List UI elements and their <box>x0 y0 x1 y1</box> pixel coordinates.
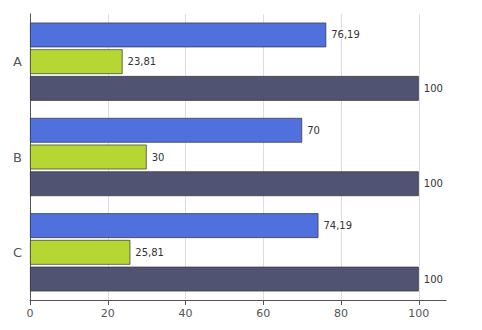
svg-text:23,81: 23,81 <box>128 56 157 67</box>
svg-text:20: 20 <box>101 307 115 320</box>
svg-text:80: 80 <box>334 307 348 320</box>
svg-text:30: 30 <box>152 152 165 163</box>
svg-text:0: 0 <box>27 307 34 320</box>
svg-text:C: C <box>13 245 22 260</box>
svg-text:74,19: 74,19 <box>323 220 352 231</box>
svg-text:76,19: 76,19 <box>331 29 360 40</box>
svg-text:100: 100 <box>424 83 443 94</box>
svg-text:100: 100 <box>424 178 443 189</box>
svg-text:70: 70 <box>307 125 320 136</box>
svg-text:A: A <box>13 54 22 69</box>
svg-text:60: 60 <box>256 307 270 320</box>
svg-text:B: B <box>13 150 22 165</box>
svg-text:25,81: 25,81 <box>135 247 164 258</box>
svg-text:40: 40 <box>179 307 193 320</box>
svg-text:100: 100 <box>424 274 443 285</box>
svg-text:100: 100 <box>408 307 429 320</box>
